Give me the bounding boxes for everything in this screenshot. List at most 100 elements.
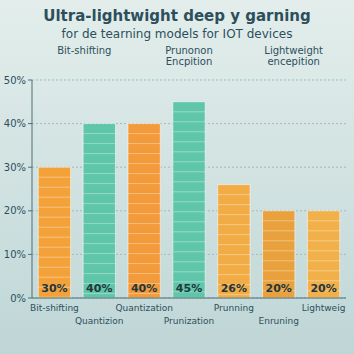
data-label: 30% [41, 282, 67, 295]
bar-block [83, 233, 115, 234]
bar-block [128, 213, 160, 214]
bar-block [38, 207, 70, 208]
bar-block [218, 244, 250, 245]
bar-block [218, 254, 250, 255]
subtitle: for de tearning models for IOT devices [62, 27, 293, 41]
grid-line [32, 298, 346, 299]
data-label: 26% [221, 282, 247, 295]
data-label: 40% [86, 282, 112, 295]
bar-block [83, 193, 115, 194]
bar-block [218, 224, 250, 225]
bar-block [38, 187, 70, 188]
bar-block [83, 203, 115, 204]
bar-block [173, 261, 205, 262]
category-label: Quantizion [75, 316, 123, 326]
tick [28, 210, 32, 211]
bar-block [173, 141, 205, 142]
bar [38, 167, 70, 298]
tick [28, 298, 32, 299]
title: Ultra-lightwight deep y garning [43, 7, 310, 25]
y-axis [32, 80, 33, 298]
bar-block [173, 201, 205, 202]
bar-block [173, 241, 205, 242]
bar-block [38, 217, 70, 218]
bar-block [173, 171, 205, 172]
bar-block [83, 243, 115, 244]
bar-block [173, 161, 205, 162]
bar-block [83, 273, 115, 274]
bar [307, 211, 339, 298]
category-label: Quantization [115, 303, 173, 313]
bar-block [128, 143, 160, 144]
bar-block [83, 153, 115, 154]
tick [28, 254, 32, 255]
bar-block [218, 204, 250, 205]
bar-block [263, 250, 295, 251]
bar-block [128, 273, 160, 274]
data-label: 20% [266, 282, 292, 295]
category-label: Prunning [214, 303, 254, 313]
tick-label: 40% [4, 118, 26, 129]
bar-block [128, 163, 160, 164]
bar-block [38, 267, 70, 268]
bar-block [38, 197, 70, 198]
bar-block [173, 221, 205, 222]
bar-block [218, 194, 250, 195]
bar-block [173, 211, 205, 212]
bar-block [218, 214, 250, 215]
bar-block [83, 223, 115, 224]
category-label: Prunization [164, 316, 214, 326]
bar-block [83, 163, 115, 164]
bar-block [38, 247, 70, 248]
category-label: Enruning [259, 316, 299, 326]
bar-block [173, 131, 205, 132]
bar-block [128, 203, 160, 204]
category-label: Bit-shifting [30, 303, 79, 313]
bar-block [128, 263, 160, 264]
bar-block [263, 270, 295, 271]
bar-block [83, 173, 115, 174]
bar-block [307, 250, 339, 251]
bar-block [173, 251, 205, 252]
bar [218, 185, 250, 298]
annotation: PrunononEncpition [165, 45, 213, 67]
tick-label: 20% [4, 205, 26, 216]
tick-label: 30% [4, 162, 26, 173]
background [0, 0, 354, 354]
bar-block [263, 230, 295, 231]
tick [28, 123, 32, 124]
tick-label: 50% [4, 75, 26, 86]
bar-block [173, 151, 205, 152]
tick-label: 0% [10, 293, 26, 304]
bar-block [218, 234, 250, 235]
bar [263, 211, 295, 298]
bar [173, 102, 205, 298]
data-label: 20% [310, 282, 336, 295]
bar-block [173, 191, 205, 192]
data-label: 45% [176, 282, 202, 295]
bar-block [263, 240, 295, 241]
bar-block [38, 227, 70, 228]
bar-block [38, 257, 70, 258]
bar-block [128, 223, 160, 224]
bar-block [173, 231, 205, 232]
bar-block [128, 243, 160, 244]
bar-block [83, 263, 115, 264]
bar-block [38, 277, 70, 278]
data-label: 40% [131, 282, 157, 295]
bar-block [128, 183, 160, 184]
x-axis [32, 298, 346, 299]
bar-block [307, 220, 339, 221]
bar-block [128, 133, 160, 134]
bar-block [128, 253, 160, 254]
bar-block [218, 274, 250, 275]
tick [28, 167, 32, 168]
bar-block [83, 143, 115, 144]
bar-block [307, 230, 339, 231]
bar-block [173, 121, 205, 122]
bar-block [83, 253, 115, 254]
bar-block [263, 220, 295, 221]
bar-block [218, 264, 250, 265]
bar [83, 124, 115, 298]
bar-block [128, 233, 160, 234]
